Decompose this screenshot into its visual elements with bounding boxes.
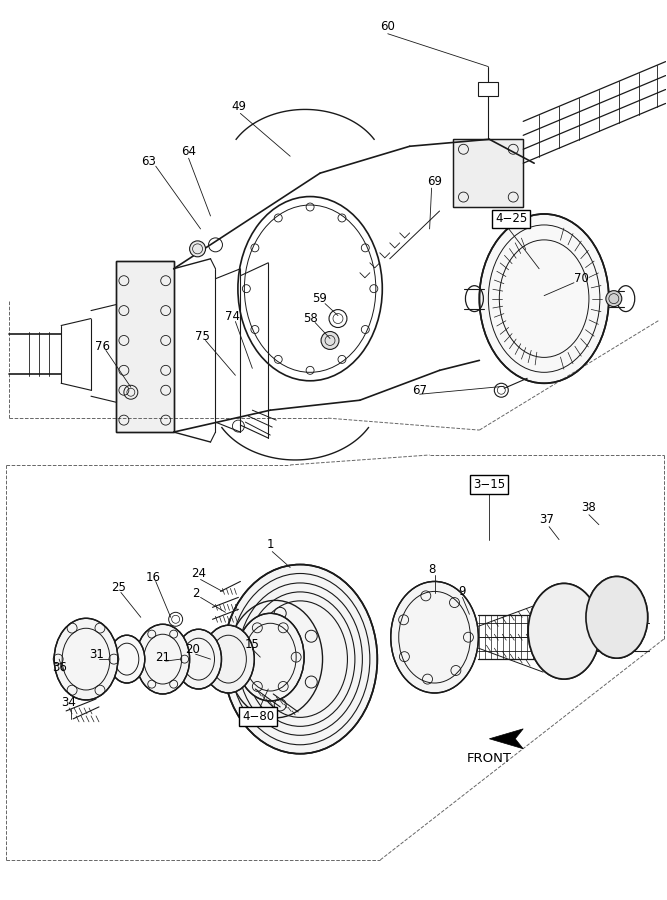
Ellipse shape — [109, 635, 145, 683]
Text: 21: 21 — [155, 651, 170, 663]
Text: 31: 31 — [89, 648, 105, 661]
Text: 1: 1 — [267, 538, 274, 551]
Text: 24: 24 — [191, 567, 206, 580]
Text: 2: 2 — [192, 587, 199, 600]
Text: 15: 15 — [245, 638, 259, 651]
Text: 64: 64 — [181, 145, 196, 158]
Text: 34: 34 — [61, 697, 77, 709]
Bar — [116, 261, 173, 432]
Ellipse shape — [223, 564, 378, 753]
Text: 4−25: 4−25 — [495, 212, 528, 226]
Text: 36: 36 — [52, 661, 67, 673]
Bar — [454, 140, 523, 207]
Bar — [116, 261, 173, 432]
Ellipse shape — [136, 625, 189, 694]
Bar — [478, 82, 498, 96]
Text: 67: 67 — [412, 383, 427, 397]
Bar — [454, 140, 523, 207]
Text: 8: 8 — [428, 563, 436, 576]
Text: 76: 76 — [95, 340, 111, 353]
Circle shape — [321, 331, 339, 349]
Ellipse shape — [236, 613, 304, 701]
Ellipse shape — [391, 581, 478, 693]
Text: 4−80: 4−80 — [242, 710, 274, 724]
Text: 49: 49 — [231, 100, 246, 112]
Ellipse shape — [586, 577, 648, 658]
Ellipse shape — [203, 626, 254, 693]
Text: 20: 20 — [185, 643, 200, 656]
Text: 25: 25 — [111, 580, 126, 594]
Ellipse shape — [54, 618, 118, 700]
Text: 37: 37 — [540, 513, 554, 526]
Text: FRONT: FRONT — [467, 752, 512, 765]
Text: 63: 63 — [141, 155, 156, 167]
Polygon shape — [490, 729, 523, 749]
Ellipse shape — [480, 214, 609, 383]
Text: 59: 59 — [313, 292, 327, 305]
Text: 38: 38 — [582, 501, 596, 514]
Text: 75: 75 — [195, 330, 210, 343]
Text: 74: 74 — [225, 310, 240, 323]
Ellipse shape — [175, 629, 221, 689]
Text: 70: 70 — [574, 272, 588, 285]
Text: 60: 60 — [380, 21, 396, 33]
Circle shape — [606, 291, 622, 307]
Circle shape — [189, 241, 205, 256]
Text: 9: 9 — [459, 585, 466, 598]
Text: 16: 16 — [145, 571, 160, 584]
Ellipse shape — [528, 583, 600, 679]
Text: 3−15: 3−15 — [474, 479, 506, 491]
Text: 58: 58 — [303, 312, 317, 325]
Text: 69: 69 — [427, 175, 442, 187]
